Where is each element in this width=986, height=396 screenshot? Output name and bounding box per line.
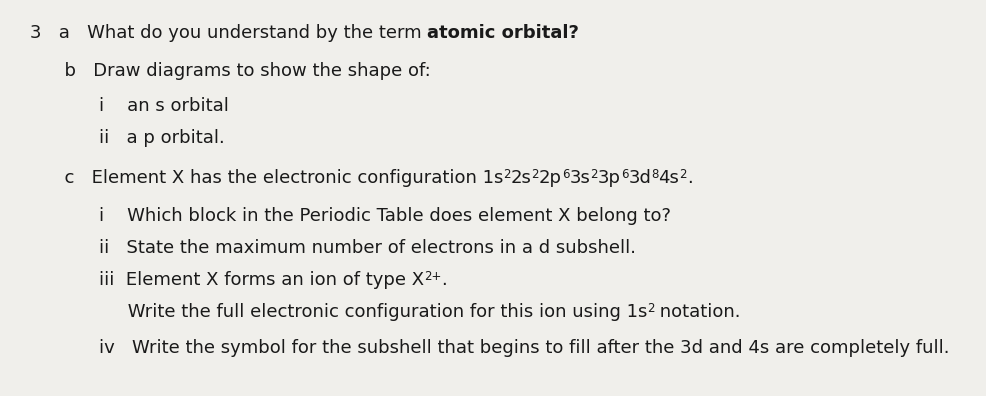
Text: Write the full electronic configuration for this ion using 1s: Write the full electronic configuration … [30,303,647,321]
Text: 3p: 3p [598,169,621,187]
Text: 2: 2 [647,301,655,314]
Text: iv   Write the symbol for the subshell that begins to fill after the 3d and 4s a: iv Write the symbol for the subshell tha… [30,339,950,357]
Text: 3d: 3d [628,169,651,187]
Text: 3s: 3s [569,169,591,187]
Text: c   Element X has the electronic configuration 1s: c Element X has the electronic configura… [30,169,503,187]
Text: 2: 2 [503,168,511,181]
Text: i    Which block in the Periodic Table does element X belong to?: i Which block in the Periodic Table does… [30,207,670,225]
Text: atomic orbital?: atomic orbital? [427,24,579,42]
Text: iii  Element X forms an ion of type X: iii Element X forms an ion of type X [30,271,424,289]
Text: 2p: 2p [538,169,562,187]
Text: 2: 2 [679,168,687,181]
Text: .: . [441,271,447,289]
Text: 8: 8 [651,168,659,181]
Text: 3   a   What do you understand by the term: 3 a What do you understand by the term [30,24,427,42]
Text: 6: 6 [621,168,628,181]
Text: i    an s orbital: i an s orbital [30,97,229,115]
Text: 2s: 2s [511,169,531,187]
Text: b   Draw diagrams to show the shape of:: b Draw diagrams to show the shape of: [30,62,430,80]
Text: 4s: 4s [659,169,679,187]
Text: ii   State the maximum number of electrons in a d subshell.: ii State the maximum number of electrons… [30,239,636,257]
Text: 2: 2 [591,168,598,181]
Text: 2+: 2+ [424,270,441,282]
Text: 6: 6 [562,168,569,181]
Text: notation.: notation. [655,303,740,321]
Text: .: . [687,169,692,187]
Text: ii   a p orbital.: ii a p orbital. [30,129,225,147]
Text: 2: 2 [531,168,538,181]
